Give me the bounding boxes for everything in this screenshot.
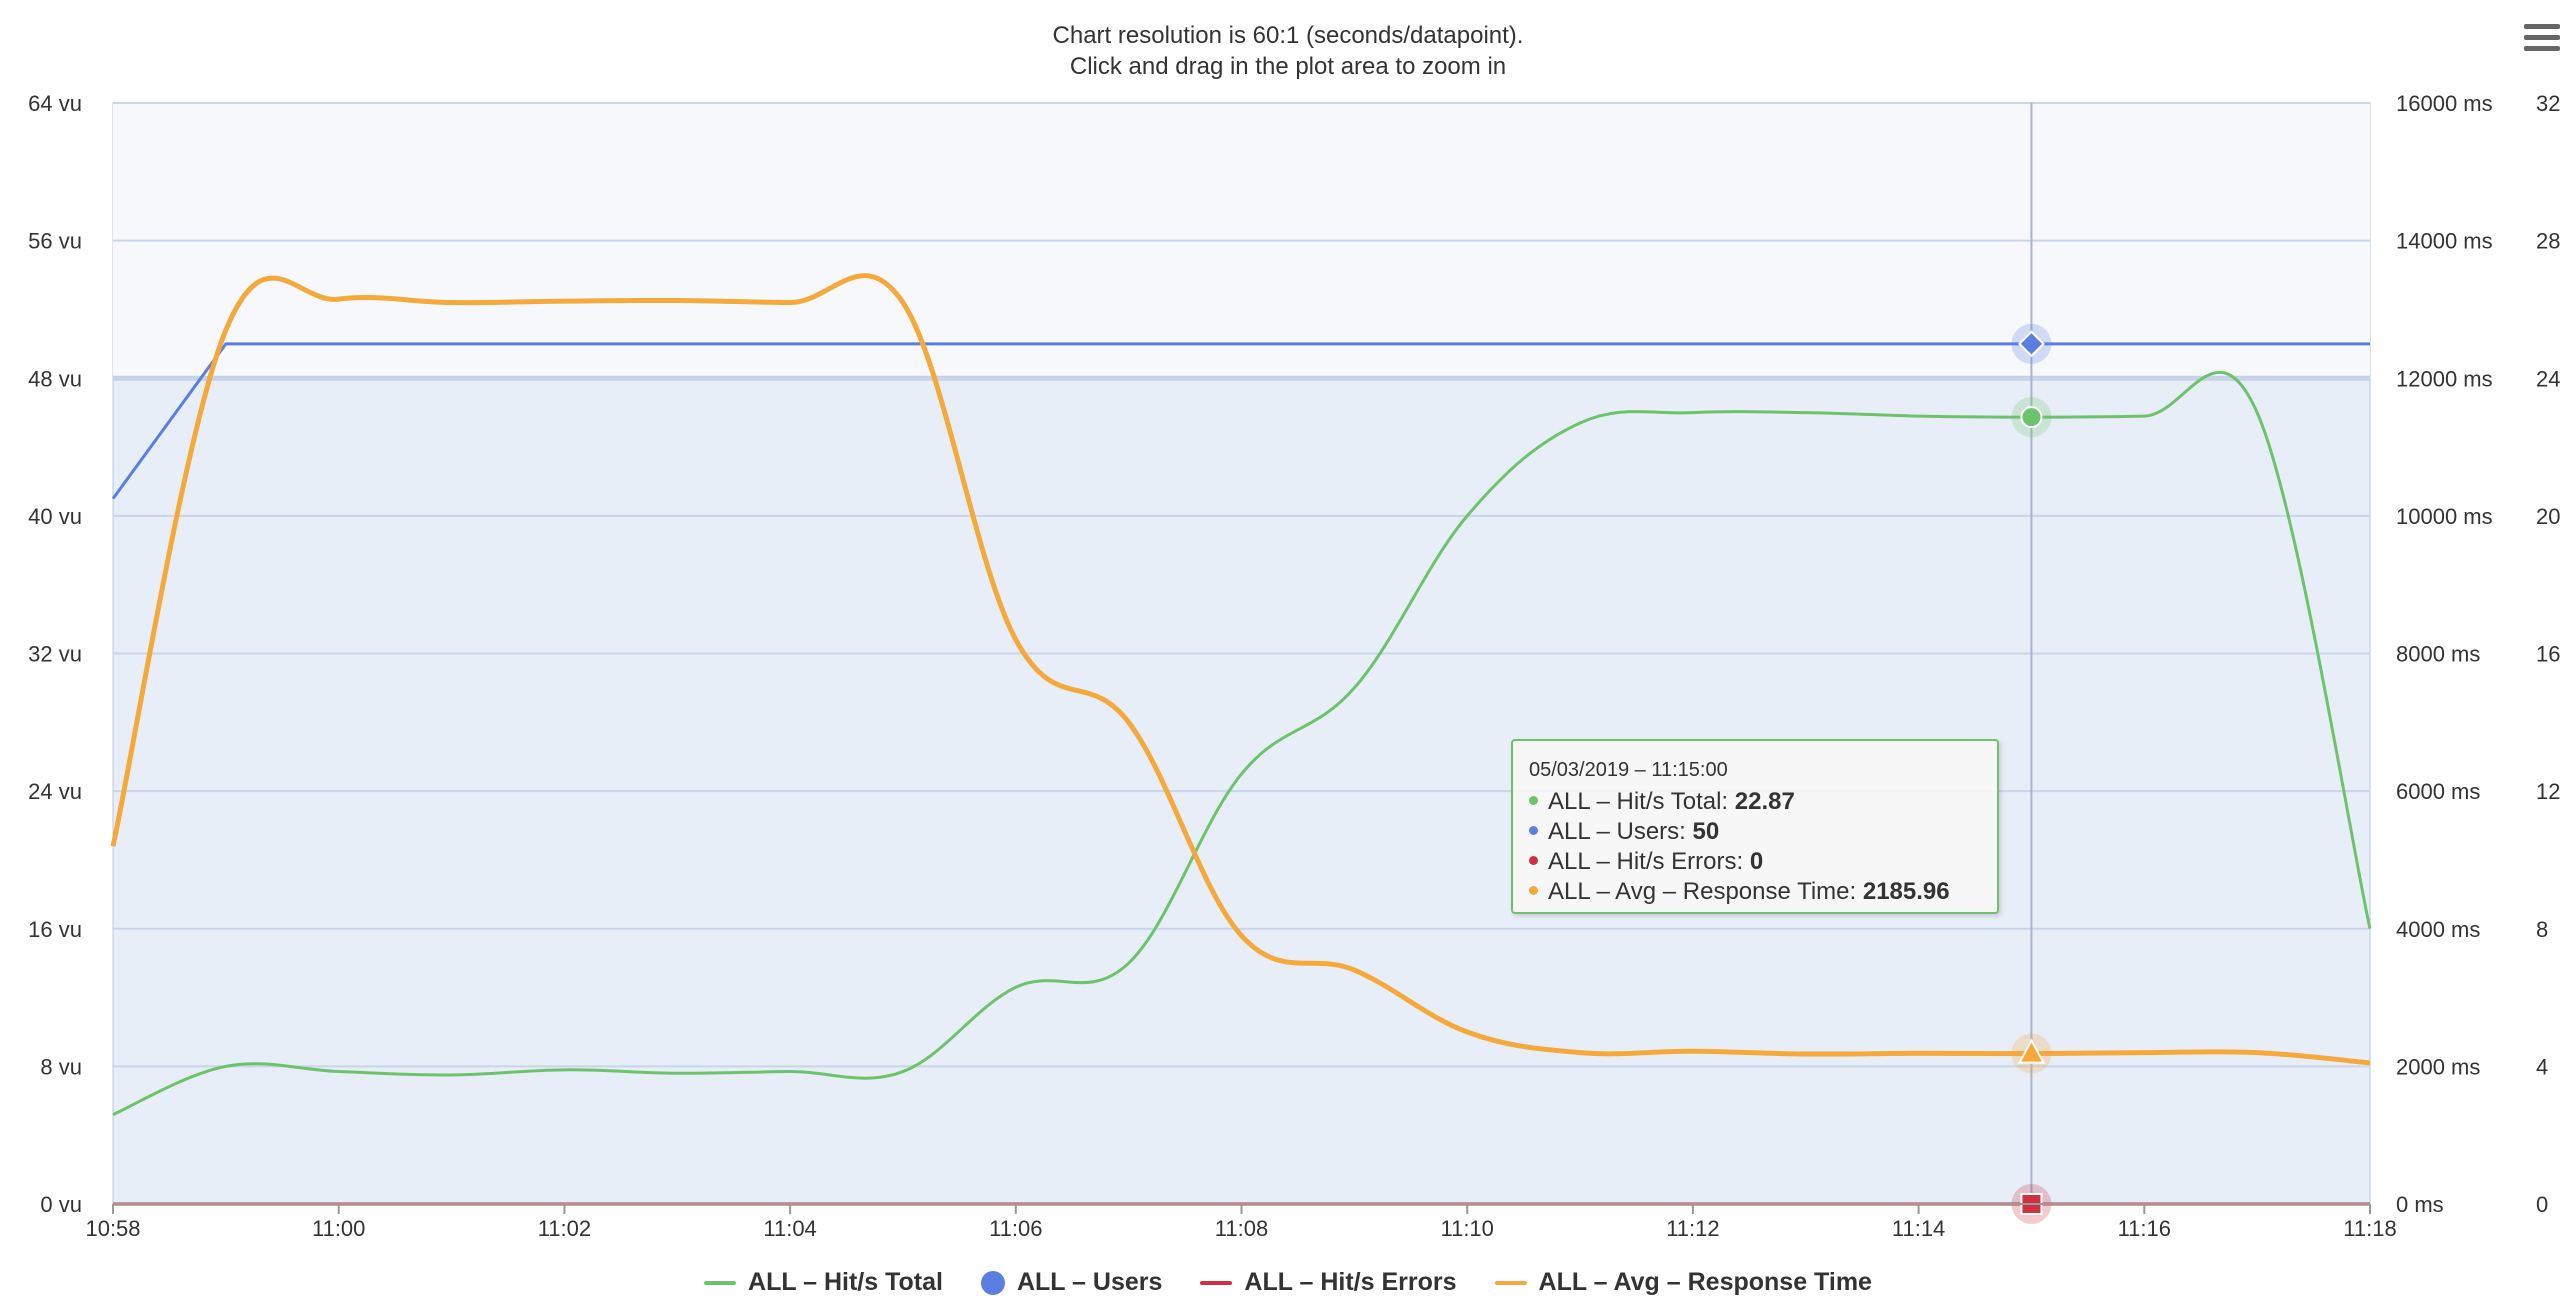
series-hits-total — [112, 370, 2372, 1116]
y-tick-label-right: 0 ms — [2396, 1192, 2444, 1217]
chart-subtitle: Click and drag in the plot area to zoom … — [1070, 53, 1506, 80]
dot-icon — [1529, 826, 1538, 836]
x-tick-label: 11:02 — [538, 1216, 591, 1241]
dot-icon — [1529, 856, 1538, 866]
y-tick-label-right-outer: 8 — [2536, 917, 2548, 942]
x-tick-label: 11:18 — [2343, 1216, 2396, 1241]
x-tick-label: 11:12 — [1666, 1216, 1719, 1241]
line-icon — [704, 1280, 737, 1285]
y-tick-label-right-outer: 4 — [2536, 1054, 2548, 1079]
tooltip-row-response: ALL – Avg – Response Time: 2185.96 — [1529, 877, 1981, 907]
dot-icon — [1529, 796, 1538, 806]
y-tick-label-left: 48 vu — [28, 366, 82, 391]
y-tick-label-right-outer: 0 — [2536, 1192, 2548, 1217]
y-tick-label-right-outer: 32 — [2536, 91, 2560, 116]
x-tick-label: 11:04 — [763, 1216, 816, 1241]
y-tick-label-right: 12000 ms — [2396, 366, 2493, 391]
y-tick-label-right: 6000 ms — [2396, 779, 2480, 804]
x-tick-label: 11:00 — [312, 1216, 365, 1241]
x-tick-label: 10:58 — [85, 1216, 140, 1241]
chart-title: Chart resolution is 60:1 (seconds/datapo… — [1053, 22, 1524, 49]
legend-item-errors[interactable]: ALL – Hit/s Errors — [1200, 1268, 1457, 1297]
legend-item-response[interactable]: ALL – Avg – Response Time — [1494, 1268, 1872, 1297]
x-tick-label: 11:08 — [1215, 1216, 1268, 1241]
dot-icon — [1529, 886, 1538, 896]
y-tick-label-left: 64 vu — [28, 91, 82, 116]
y-tick-label-right-outer: 28 — [2536, 229, 2560, 254]
y-tick-label-right: 4000 ms — [2396, 917, 2480, 942]
y-tick-label-left: 40 vu — [28, 504, 82, 529]
y-tick-label-right: 2000 ms — [2396, 1054, 2480, 1079]
tooltip-row-users: ALL – Users: 50 — [1529, 817, 1981, 847]
y-tick-label-left: 16 vu — [28, 917, 82, 942]
y-tick-label-left: 32 vu — [28, 642, 82, 667]
y-tick-label-left: 56 vu — [28, 229, 82, 254]
series-users — [111, 342, 2370, 500]
y-tick-label-right: 10000 ms — [2396, 504, 2493, 529]
y-tick-label-right-outer: 16 — [2536, 642, 2560, 667]
y-tick-label-right: 14000 ms — [2396, 229, 2493, 254]
x-tick-label: 11:10 — [1440, 1216, 1493, 1241]
y-tick-label-right-outer: 12 — [2536, 779, 2560, 804]
marker-response — [2017, 1038, 2046, 1064]
legend-item-users[interactable]: ALL – Users — [980, 1268, 1162, 1297]
legend-item-hits[interactable]: ALL – Hit/s Total — [704, 1268, 943, 1297]
y-tick-label-right: 16000 ms — [2396, 91, 2493, 116]
x-tick-label: 11:14 — [1892, 1216, 1945, 1241]
y-tick-label-right-outer: 24 — [2536, 366, 2560, 391]
y-tick-label-left: 8 vu — [40, 1054, 82, 1079]
hamburger-menu-icon[interactable] — [2524, 24, 2560, 54]
legend: ALL – Hit/s Total ALL – Users ALL – Hit/… — [0, 1268, 2576, 1297]
tooltip-row-errors: ALL – Hit/s Errors: 0 — [1529, 847, 1981, 877]
x-tick-label: 11:16 — [2118, 1216, 2171, 1241]
dot-icon — [980, 1270, 1005, 1295]
marker-hits — [2020, 406, 2043, 429]
tooltip: 05/03/2019 – 11:15:00 ALL – Hit/s Total:… — [1511, 739, 1999, 914]
x-tick-label: 11:06 — [989, 1216, 1042, 1241]
y-tick-label-right: 8000 ms — [2396, 642, 2480, 667]
tooltip-date: 05/03/2019 – 11:15:00 — [1529, 759, 1728, 781]
y-tick-label-right-outer: 20 — [2536, 504, 2560, 529]
y-tick-label-left: 0 vu — [40, 1192, 82, 1217]
series-avg-response-time — [110, 273, 2371, 1066]
line-icon — [1494, 1280, 1527, 1285]
line-icon — [1200, 1280, 1233, 1285]
tooltip-row-hits: ALL – Hit/s Total: 22.87 — [1529, 787, 1981, 817]
y-tick-label-left: 24 vu — [28, 779, 82, 804]
marker-users — [2018, 330, 2045, 358]
